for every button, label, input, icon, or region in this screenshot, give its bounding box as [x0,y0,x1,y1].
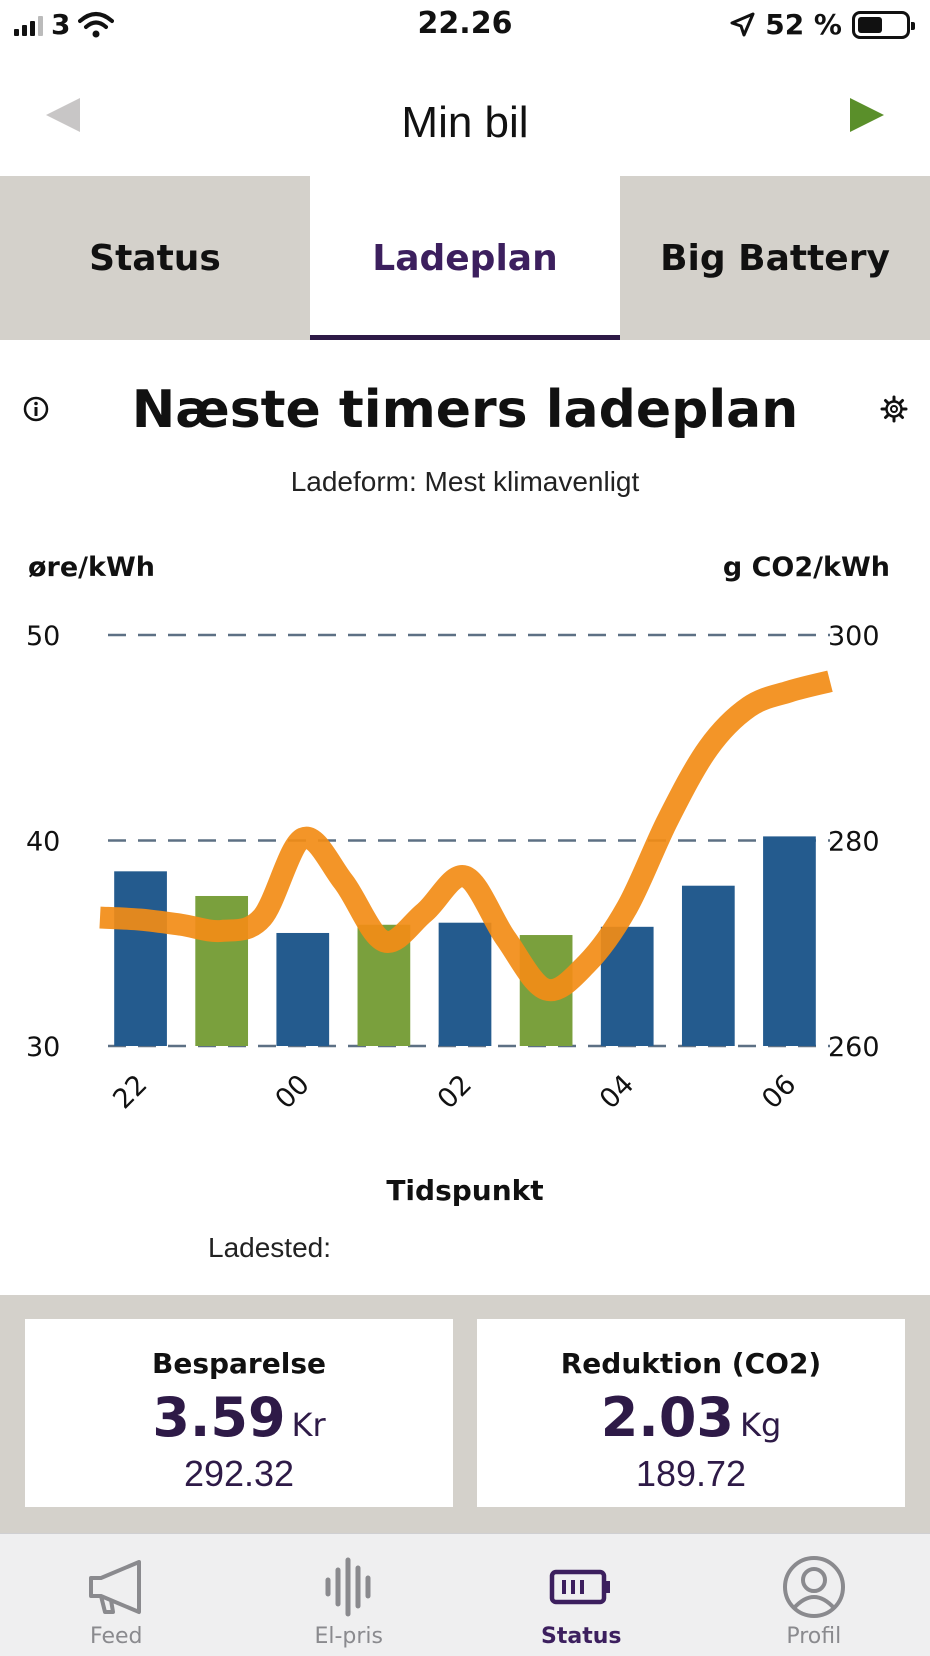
tab-bar: Status Ladeplan Big Battery [0,176,930,340]
nav-item-feed[interactable]: Feed [0,1534,233,1656]
settings-gear-icon[interactable] [880,395,908,423]
chart-co2-line [99,670,833,1002]
right-tick-label: 300 [828,621,880,652]
right-tick-label: 280 [828,827,880,858]
charge-mode-label: Ladeform: Mest klimavenligt [290,466,640,497]
savings-total: 292.32 [183,1453,295,1494]
page-title: Min bil [401,98,529,147]
left-tick-label: 30 [26,1032,60,1063]
clock: 22.26 [417,6,513,41]
x-tick-label: 00 [270,1069,316,1115]
nav-item-profil[interactable]: Profil [698,1534,930,1656]
charging-plan-chart: øre/kWh g CO2/kWh 30 260 40 280 50 300 22 00 02 0… [26,552,890,1207]
chart-bar [114,871,167,1046]
savings-label: Besparelse [152,1347,326,1380]
right-tick-label: 260 [828,1032,880,1063]
chart-bar [763,836,816,1046]
savings-card: Besparelse 3.59 Kr 292.32 [25,1319,453,1507]
battery-status-icon [852,10,915,39]
reduction-label: Reduktion (CO2) [560,1347,822,1380]
status-bar: 3 22.26 52 % [0,0,930,52]
battery-percentage: 52 % [765,8,842,41]
tab-label: Status [89,237,221,279]
nav-item-status[interactable]: Status [465,1534,698,1656]
x-tick-label: 22 [107,1069,153,1115]
chart-bar [438,922,492,1046]
tab-label: Big Battery [660,237,890,279]
previous-arrow-icon[interactable] [40,90,90,140]
wifi-icon [78,11,115,37]
reduction-amount: 2.03 [600,1386,734,1449]
savings-unit: Kr [291,1406,326,1444]
cellular-signal-icon [14,14,43,36]
x-tick-label: 06 [756,1069,802,1115]
nav-item-el-pris[interactable]: El-pris [233,1534,466,1656]
left-tick-label: 50 [26,621,60,652]
waveform-icon [325,1557,371,1617]
carrier-label: 3 [51,8,71,41]
info-icon[interactable] [22,395,50,423]
location-arrow-icon [730,12,755,36]
left-tick-label: 40 [26,827,60,858]
bottom-navigation: Feed El-pris Status Profil [0,1533,930,1656]
x-tick-label: 02 [432,1069,478,1115]
chart-bar [681,885,735,1046]
tab-ladeplan[interactable]: Ladeplan [310,176,620,340]
reduction-unit: Kg [739,1406,782,1444]
tab-status[interactable]: Status [0,176,310,340]
battery-icon [550,1569,611,1605]
savings-amount: 3.59 [152,1386,286,1449]
co2-reduction-card: Reduktion (CO2) 2.03 Kg 189.72 [477,1319,905,1507]
battery-group: 52 % [729,8,915,41]
megaphone-icon [89,1560,142,1614]
reduction-total: 189.72 [635,1453,747,1494]
chart-bar [276,932,330,1046]
nav-label: Profil [786,1624,842,1649]
stats-panel: Besparelse 3.59 Kr 292.32 Reduktion (CO2)… [0,1295,930,1533]
chart-bars [114,836,816,1046]
x-tick-label: 04 [594,1069,640,1115]
profile-icon [782,1556,845,1618]
left-axis-label: øre/kWh [28,552,155,583]
co2-line [99,670,833,1002]
header: Min bil [0,60,930,175]
x-axis-label: Tidspunkt [386,1174,543,1207]
tab-label: Ladeplan [372,237,558,279]
tab-big-battery[interactable]: Big Battery [620,176,930,340]
savings-value: 3.59 Kr [25,1386,453,1449]
chart-title: Næste timers ladeplan [131,380,799,440]
next-arrow-icon[interactable] [840,90,890,140]
reduction-value: 2.03 Kg [477,1386,905,1449]
signal-group: 3 [14,8,115,41]
nav-label: El-pris [314,1624,384,1649]
nav-label: Status [541,1624,622,1649]
nav-label: Feed [90,1624,143,1649]
right-axis-label: g CO2/kWh [723,552,890,583]
ladested-label: Ladested: [208,1232,331,1263]
